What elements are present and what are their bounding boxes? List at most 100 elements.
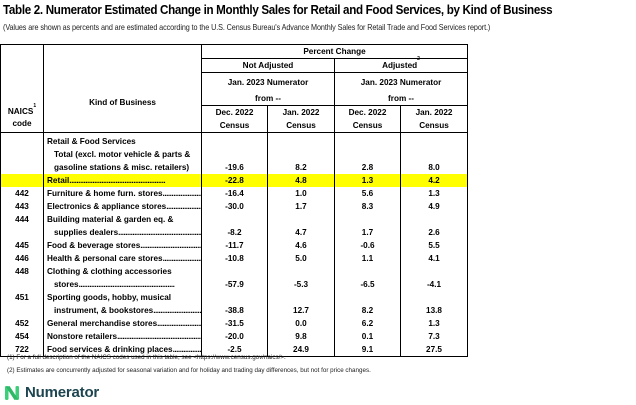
value-cell: 2.6 xyxy=(400,225,469,239)
kind-label: Retail xyxy=(47,175,70,185)
table-row: Retail..................................… xyxy=(0,173,469,187)
naics-code: 451 xyxy=(0,290,44,317)
table-row: 442 Furniture & home furn. stores........… xyxy=(0,186,469,200)
value-cell: 6.2 xyxy=(334,316,401,330)
value-cell: -19.6 xyxy=(201,160,268,174)
value-cell: 9.8 xyxy=(267,329,335,343)
value-cell xyxy=(201,290,268,304)
code-label: code xyxy=(12,118,32,128)
adjusted-label: Adjusted xyxy=(382,61,418,70)
value-cell: 13.8 xyxy=(400,303,469,317)
naics-code: 445 xyxy=(0,238,44,252)
kind-of-business: stores..................................… xyxy=(43,277,202,291)
leader-dots: ........................................… xyxy=(78,279,175,289)
table-row: gasoline stations & misc. retailers) -19.… xyxy=(1,160,469,174)
naics-code: 454 xyxy=(0,329,44,343)
kind-of-business: Retail & Food Services xyxy=(43,132,202,148)
kind-label: Electronics & appliance stores xyxy=(47,201,167,211)
value-cell: 1.7 xyxy=(267,199,335,213)
value-cell: 24.9 xyxy=(267,342,335,357)
value-cell: 1.0 xyxy=(267,186,335,200)
col-jan-2022-na: Jan. 2022 xyxy=(267,105,335,119)
table-row: 445 Food & beverage stores...............… xyxy=(0,238,469,252)
leader-dots: ........................................… xyxy=(140,240,201,250)
table-row: instrument, & bookstores................… xyxy=(1,303,469,317)
logo-text: Numerator xyxy=(25,384,100,401)
kind-of-business: gasoline stations & misc. retailers) xyxy=(43,160,202,174)
kind-label: gasoline stations & misc. retailers) xyxy=(54,162,190,172)
value-cell: 8.2 xyxy=(334,303,401,317)
table-title: Table 2. Numerator Estimated Change in M… xyxy=(3,3,553,17)
table-row: 446 Health & personal care stores........… xyxy=(0,251,469,265)
value-cell: 27.5 xyxy=(400,342,469,357)
kind-of-business: Nonstore retailers......................… xyxy=(43,329,202,343)
table-row: 454 Nonstore retailers...................… xyxy=(0,329,469,343)
value-cell xyxy=(400,212,469,226)
table-row: supplies dealers........................… xyxy=(1,225,469,239)
kind-of-business: Food & beverage stores..................… xyxy=(43,238,202,252)
kind-of-business: Retail..................................… xyxy=(43,173,202,187)
naics-code: 442 xyxy=(0,186,44,200)
value-cell: 8.3 xyxy=(334,199,401,213)
kind-label: Total (excl. motor vehicle & parts & xyxy=(54,149,191,159)
value-cell: 4.8 xyxy=(267,173,335,187)
value-cell xyxy=(400,264,469,278)
value-cell: 4.7 xyxy=(267,225,335,239)
col-dec-2022-na: Dec. 2022 xyxy=(201,105,268,119)
leader-dots: ........................................… xyxy=(157,318,202,328)
value-cell: 0.1 xyxy=(334,329,401,343)
kind-label: instrument, & bookstores xyxy=(54,305,154,315)
table-row: 448 Clothing & clothing accessories xyxy=(0,264,469,291)
leader-dots: ........................................… xyxy=(153,305,202,315)
value-cell: 1.3 xyxy=(400,316,469,330)
kind-of-business: Sporting goods, hobby, musical xyxy=(43,290,202,304)
value-cell: -30.0 xyxy=(201,199,268,213)
value-cell xyxy=(267,264,335,278)
kind-label: Retail & Food Services xyxy=(47,136,136,146)
value-cell: 12.7 xyxy=(267,303,335,317)
leader-dots: ........................................… xyxy=(166,201,202,211)
sales-table: NAICS1 code Kind of Business Percent Cha… xyxy=(0,44,469,357)
leader-dots: ........................................… xyxy=(69,175,166,185)
value-cell: 4.9 xyxy=(400,199,469,213)
value-cell: 4.2 xyxy=(400,173,469,187)
value-cell: 5.5 xyxy=(400,238,469,252)
kind-of-business: Total (excl. motor vehicle & parts & xyxy=(43,147,202,161)
table-row: Total (excl. motor vehicle & parts & xyxy=(1,147,469,161)
table-row: stores..................................… xyxy=(1,277,469,291)
naics-code: 448 xyxy=(0,264,44,291)
value-cell: -6.5 xyxy=(334,277,401,291)
kind-of-business: Electronics & appliance stores..........… xyxy=(43,199,202,213)
kind-label: supplies dealers xyxy=(54,227,119,237)
value-cell: 1.3 xyxy=(334,173,401,187)
value-cell: 1.3 xyxy=(400,186,469,200)
table-row: 443 Electronics & appliance stores.......… xyxy=(0,199,469,213)
value-cell: 7.3 xyxy=(400,329,469,343)
table-body: Retail & Food Services Total (excl. motor… xyxy=(0,132,469,357)
value-cell: 1.1 xyxy=(334,251,401,265)
naics-label: NAICS xyxy=(7,106,34,116)
adjusted-header: Adjusted2 xyxy=(334,57,469,73)
value-cell: -4.1 xyxy=(400,277,469,291)
numerator-logo: Numerator xyxy=(4,384,99,401)
value-cell: -16.4 xyxy=(201,186,268,200)
value-cell: -11.7 xyxy=(201,238,268,252)
adjusted-from-label: from -- xyxy=(334,91,469,106)
value-cell: -31.5 xyxy=(201,316,268,330)
value-cell xyxy=(201,264,268,278)
col-dec-2022-na-sub: Census xyxy=(201,118,268,133)
value-cell: -5.3 xyxy=(267,277,335,291)
value-cell: 8.0 xyxy=(400,160,469,174)
value-cell xyxy=(334,264,401,278)
kind-of-business-header: Kind of Business xyxy=(43,44,202,133)
kind-of-business: supplies dealers........................… xyxy=(43,225,202,239)
naics-code: 452 xyxy=(0,316,44,330)
value-cell xyxy=(400,147,469,161)
leader-dots: ........................................… xyxy=(162,188,201,198)
value-cell xyxy=(267,290,335,304)
value-cell xyxy=(201,147,268,161)
adjusted-numerator-label: Jan. 2023 Numerator xyxy=(334,72,469,92)
not-adjusted-numerator-label: Jan. 2023 Numerator xyxy=(201,72,335,92)
col-dec-2022-adj-sub: Census xyxy=(334,118,401,133)
footnote-1: (1) For a full description of the NAICS … xyxy=(7,354,286,361)
